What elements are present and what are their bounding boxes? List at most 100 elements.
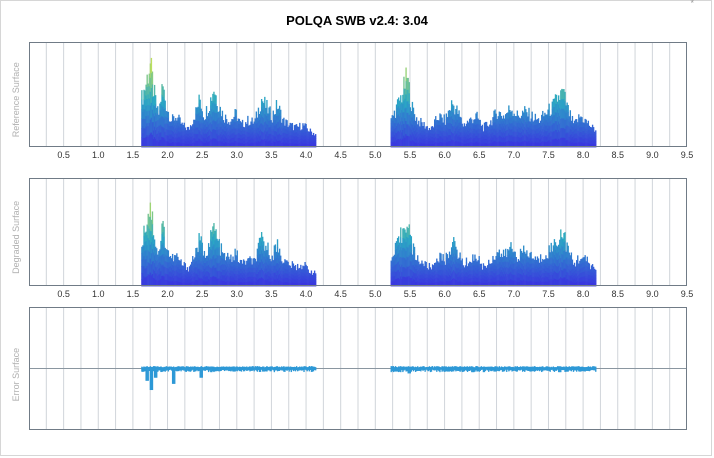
surface-bar xyxy=(313,141,316,144)
surface-bar xyxy=(264,105,266,114)
surface-bar xyxy=(533,124,535,130)
surface-bar xyxy=(238,137,241,143)
error-bar xyxy=(532,366,534,371)
surface-bar xyxy=(463,131,466,136)
surface-bar xyxy=(548,132,550,141)
surface-bar xyxy=(225,271,228,277)
surface-bar xyxy=(422,267,424,272)
error-bar xyxy=(266,366,268,372)
surface-bar xyxy=(169,280,172,287)
surface-bar xyxy=(554,103,557,113)
surface-bar xyxy=(269,119,271,128)
surface-bar xyxy=(548,258,550,267)
surface-bar xyxy=(245,271,247,276)
surface-bar xyxy=(452,125,454,134)
surface-bar xyxy=(312,135,315,139)
error-bar xyxy=(198,367,200,371)
surface-bar xyxy=(495,271,497,277)
surface-bar xyxy=(418,133,420,139)
surface-bar xyxy=(484,276,487,280)
surface-bar xyxy=(420,263,422,268)
surface-bar xyxy=(144,277,146,287)
surface-bar xyxy=(460,127,462,133)
surface-bar xyxy=(269,140,271,148)
surface-bar xyxy=(287,133,289,138)
surface-bar xyxy=(228,122,230,127)
surface-bar xyxy=(396,107,399,116)
surface-bar xyxy=(512,252,514,259)
surface-bar xyxy=(221,274,224,281)
error-bar xyxy=(146,366,148,381)
surface-bar xyxy=(270,281,272,287)
surface-bar xyxy=(180,127,182,132)
surface-bar xyxy=(565,119,567,127)
surface-bar xyxy=(281,142,283,148)
surface-bar xyxy=(233,121,235,128)
surface-bar xyxy=(300,141,302,145)
surface-bar xyxy=(160,270,162,279)
surface-bar xyxy=(166,117,168,124)
error-bar xyxy=(420,366,422,372)
surface-bar xyxy=(288,143,290,148)
surface-bar xyxy=(151,134,154,148)
error-bar xyxy=(502,367,505,372)
surface-bar xyxy=(404,88,406,99)
surface-bar xyxy=(229,128,231,133)
surface-bar xyxy=(485,282,488,287)
surface-bar xyxy=(569,270,572,277)
surface-bar xyxy=(435,266,437,271)
surface-bar xyxy=(285,142,287,148)
surface-bar xyxy=(222,142,225,148)
surface-bar xyxy=(584,123,586,129)
surface-bar xyxy=(293,266,296,270)
surface-bar xyxy=(474,119,476,125)
surface-bar xyxy=(219,255,221,262)
surface-bar xyxy=(449,116,452,124)
surface-bar xyxy=(468,128,471,134)
surface-bar xyxy=(214,267,216,278)
surface-bar xyxy=(510,256,512,265)
surface-bar xyxy=(579,142,581,148)
error-bar xyxy=(209,366,211,371)
surface-bar xyxy=(434,278,436,283)
surface-bar xyxy=(414,277,417,283)
surface-bar xyxy=(193,137,195,143)
surface-bar xyxy=(530,251,532,258)
surface-bar xyxy=(400,95,402,105)
surface-bar xyxy=(284,268,286,273)
surface-bar xyxy=(405,120,407,135)
surface-bar xyxy=(425,129,427,134)
error-bar xyxy=(177,366,179,372)
surface-bar xyxy=(175,137,177,143)
surface-bar xyxy=(304,261,306,267)
surface-bar xyxy=(168,281,171,287)
surface-bar xyxy=(257,127,260,135)
surface-bar xyxy=(526,274,528,281)
surface-bar xyxy=(238,142,241,148)
surface-bar xyxy=(538,262,541,268)
surface-bar xyxy=(253,138,255,144)
error-bar xyxy=(436,366,438,372)
surface-bar xyxy=(394,264,397,273)
surface-bar xyxy=(461,135,463,140)
surface-bar xyxy=(571,281,574,287)
surface-bar xyxy=(293,136,296,141)
surface-bar xyxy=(162,116,164,128)
surface-bar xyxy=(148,262,150,275)
error-bar xyxy=(429,366,432,373)
error-bar xyxy=(447,366,450,372)
surface-bar xyxy=(286,133,288,139)
surface-bar xyxy=(288,129,290,134)
surface-bar xyxy=(214,103,216,113)
error-bar xyxy=(590,367,593,371)
surface-bar xyxy=(172,281,175,287)
surface-bar xyxy=(497,263,499,270)
surface-bar xyxy=(224,264,227,270)
surface-bar xyxy=(271,126,273,132)
surface-bar xyxy=(163,276,165,287)
surface-bar xyxy=(588,143,591,148)
surface-bar xyxy=(223,269,226,276)
surface-bar xyxy=(142,132,144,141)
surface-bar xyxy=(399,123,401,132)
surface-bar xyxy=(580,136,582,143)
